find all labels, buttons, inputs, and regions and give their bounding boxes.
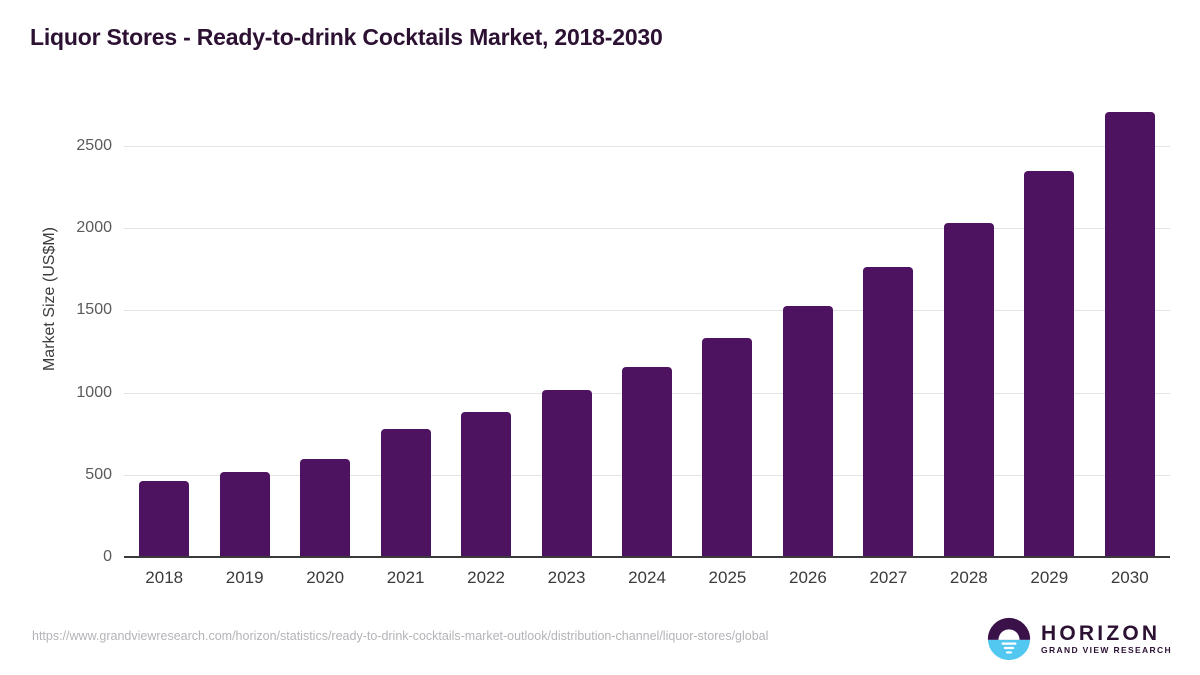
horizon-logo-icon: [987, 617, 1031, 661]
page-title: Liquor Stores - Ready-to-drink Cocktails…: [30, 24, 663, 50]
x-axis-tick-label: 2018: [145, 568, 184, 587]
gridline: [124, 146, 1170, 147]
bar[interactable]: [541, 390, 592, 557]
y-axis-tick-label: 2500: [76, 137, 112, 154]
x-axis-tick-label: 2028: [949, 568, 988, 587]
logo-wordmark: HORIZON: [1041, 621, 1161, 645]
x-axis-tick-label: 2029: [1030, 568, 1069, 587]
x-axis-tick-label: 2024: [628, 568, 666, 587]
horizon-logo: HORIZON GRAND VIEW RESEARCH: [987, 616, 1172, 662]
y-axis-tick-label: 0: [103, 548, 112, 565]
x-axis-tick-label: 2020: [306, 568, 345, 587]
bar[interactable]: [139, 481, 190, 557]
x-axis-tick-label: 2026: [789, 568, 827, 587]
bar[interactable]: [622, 367, 672, 557]
y-axis-tick-label: 2000: [76, 219, 112, 237]
plot-area: [124, 112, 1170, 557]
x-axis-tick-label: 2025: [708, 568, 747, 587]
x-axis-tick-label: 2022: [467, 568, 505, 587]
x-axis-tick-label: 2023: [547, 568, 586, 587]
bar[interactable]: [1104, 112, 1155, 557]
bar[interactable]: [863, 266, 914, 557]
logo-tagline: GRAND VIEW RESEARCH: [1041, 644, 1172, 655]
x-axis-tick-label: 2030: [1110, 568, 1149, 587]
y-axis-tick-label: 1000: [76, 383, 112, 401]
gridline: [124, 228, 1170, 230]
source-url[interactable]: https://www.grandviewresearch.com/horizo…: [32, 629, 769, 643]
bar[interactable]: [1024, 171, 1075, 557]
logo-text-block: HORIZON GRAND VIEW RESEARCH: [1041, 621, 1172, 656]
bar[interactable]: [702, 337, 753, 557]
x-axis-tick-label: 2019: [225, 568, 264, 587]
y-axis-tick-label: 500: [85, 465, 112, 483]
bar[interactable]: [782, 306, 833, 557]
x-axis-tick-label: 2021: [386, 568, 425, 587]
x-axis-tick-label: 2027: [869, 568, 908, 587]
bar[interactable]: [380, 428, 431, 557]
x-axis-line: [124, 556, 1170, 558]
y-axis-tick-label: 1500: [76, 301, 112, 319]
gridline: [124, 310, 1170, 312]
bar[interactable]: [300, 459, 351, 557]
bar[interactable]: [219, 471, 270, 557]
bar[interactable]: [461, 411, 512, 557]
bar[interactable]: [943, 223, 994, 557]
